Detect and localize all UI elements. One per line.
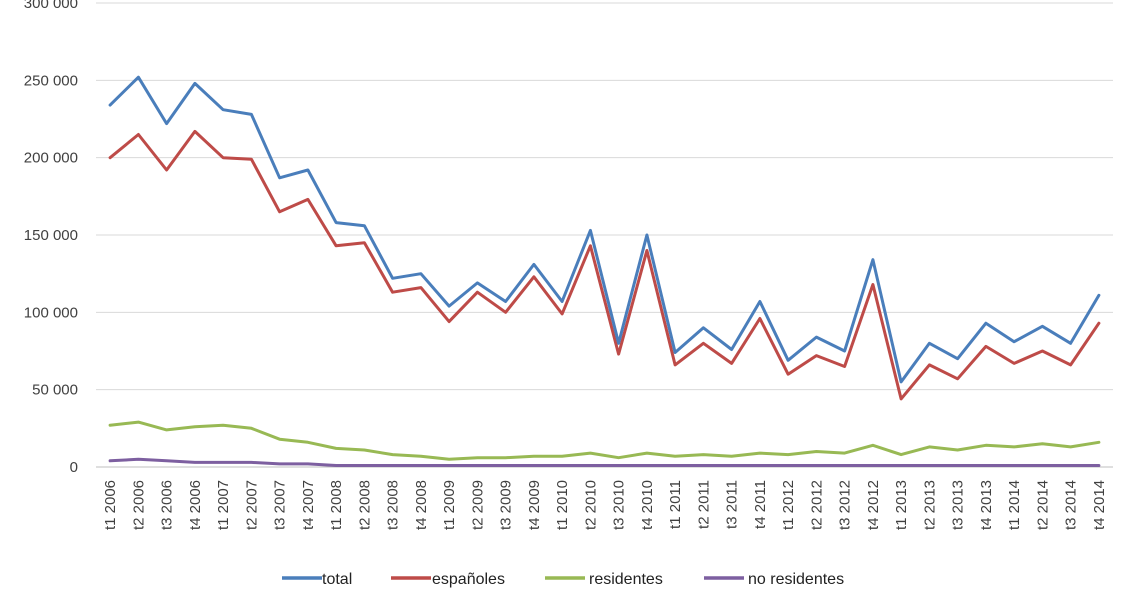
x-tick-label: t3 2013 [950, 480, 967, 530]
x-tick-label: t2 2010 [582, 480, 599, 530]
x-tick-label: t2 2007 [243, 480, 260, 530]
x-tick-label: t4 2009 [526, 480, 543, 530]
y-axis: 0 50 000 100 000 150 000 200 000 250 000 300 0… [24, 0, 78, 476]
x-tick-label: t2 2012 [808, 480, 825, 530]
legend-label: residentes [589, 571, 663, 588]
x-tick-label: t2 2014 [1034, 480, 1051, 530]
x-tick-label: t3 2007 [272, 480, 289, 530]
x-tick-label: t2 2008 [356, 480, 373, 530]
x-tick-label: t3 2006 [159, 480, 176, 530]
series-lines [108, 75, 1101, 467]
x-tick-label: t2 2006 [130, 480, 147, 530]
x-tick-label: t1 2012 [780, 480, 797, 530]
y-tick-label: 250 000 [24, 72, 78, 89]
x-tick-label: t4 2008 [413, 480, 430, 530]
x-tick-label: t1 2014 [1006, 480, 1023, 530]
legend-label: total [322, 571, 352, 588]
y-tick-label: 0 [70, 459, 78, 476]
legend-label: no residentes [748, 571, 844, 588]
x-tick-label: t2 2011 [695, 480, 712, 529]
x-tick-label: t3 2008 [385, 480, 402, 530]
x-tick-label: t3 2010 [611, 480, 628, 530]
x-tick-label: t1 2013 [893, 480, 910, 530]
series-line-total [108, 75, 1101, 384]
gridlines [96, 2, 1113, 468]
y-tick-label: 100 000 [24, 304, 78, 321]
x-axis: t1 2006 t2 2006 t3 2006 t4 2006 t1 2007 t2 20… [102, 480, 1108, 530]
x-tick-label: t2 2013 [921, 480, 938, 530]
x-tick-label: t4 2011 [752, 480, 769, 529]
y-tick-label: 50 000 [32, 382, 78, 399]
x-tick-label: t1 2010 [554, 480, 571, 530]
y-tick-label: 200 000 [24, 150, 78, 167]
x-tick-label: t1 2009 [441, 480, 458, 530]
y-tick-label: 300 000 [24, 0, 78, 12]
x-tick-label: t1 2006 [102, 480, 119, 530]
x-tick-label: t3 2009 [498, 480, 515, 530]
legend: total españoles residentes no residentes [282, 571, 844, 588]
x-tick-label: t4 2013 [978, 480, 995, 530]
y-tick-label: 150 000 [24, 227, 78, 244]
x-tick-label: t4 2006 [187, 480, 204, 530]
x-tick-label: t1 2011 [667, 480, 684, 529]
x-tick-label: t1 2007 [215, 480, 232, 530]
x-tick-label: t3 2011 [724, 480, 741, 529]
series-line-residentes [108, 420, 1101, 461]
x-tick-label: t2 2009 [469, 480, 486, 530]
x-tick-label: t4 2012 [865, 480, 882, 530]
series-line-no-residentes [108, 457, 1101, 467]
x-tick-label: t4 2010 [639, 480, 656, 530]
x-tick-label: t4 2014 [1091, 480, 1108, 530]
legend-label: españoles [432, 571, 505, 588]
x-tick-label: t3 2014 [1063, 480, 1080, 530]
x-tick-label: t1 2008 [328, 480, 345, 530]
x-tick-label: t4 2007 [300, 480, 317, 530]
x-tick-label: t3 2012 [837, 480, 854, 530]
series-line-españoles [108, 129, 1101, 401]
